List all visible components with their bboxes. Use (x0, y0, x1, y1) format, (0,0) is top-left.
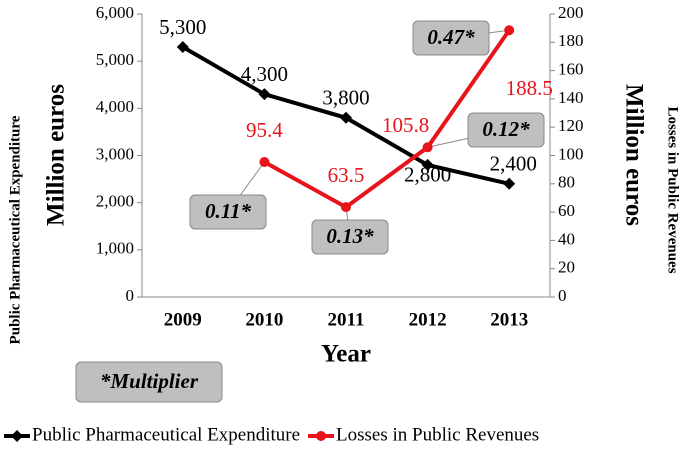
y2-tick-label: 180 (558, 31, 584, 50)
point (503, 177, 516, 190)
point (340, 111, 352, 124)
point (504, 25, 515, 36)
data-label: 63.5 (328, 163, 365, 187)
data-label: 105.8 (382, 113, 429, 137)
legend-label: Public Pharmaceutical Expenditure (32, 424, 300, 445)
series-line (263, 29, 511, 210)
point (422, 142, 433, 153)
y2-tick-label: 0 (558, 286, 567, 305)
data-label: 2,400 (490, 152, 537, 176)
y2-tick-label: 40 (558, 229, 575, 248)
y-axis-outer-label: Public Pharmaceutical Expenditure (7, 115, 23, 344)
data-label: 5,300 (159, 15, 206, 39)
y2-tick-label: 20 (558, 258, 575, 277)
point (258, 88, 271, 101)
annotation-box (189, 194, 267, 230)
x-tick-label: 2013 (490, 309, 528, 330)
point (421, 158, 434, 171)
y-tick-label: 3,000 (96, 144, 134, 163)
annotation-box (311, 219, 389, 255)
note-box (75, 361, 223, 403)
y2-tick-label: 160 (558, 60, 584, 79)
note: *Multiplier (100, 369, 199, 393)
y-tick-label: 6,000 (96, 3, 134, 22)
legend-label: Losses in Public Revenues (336, 424, 539, 445)
annotation: 0.11* (205, 199, 252, 223)
x-tick-label: 2009 (164, 309, 202, 330)
y2-tick-label: 120 (558, 116, 584, 135)
annotation: 0.47* (427, 25, 475, 49)
annotation: 0.13* (326, 224, 374, 248)
data-label: 188.5 (506, 76, 553, 100)
point (341, 202, 351, 213)
y2-tick-label: 140 (558, 88, 584, 107)
data-label: 3,800 (322, 86, 369, 110)
y-tick-label: 2,000 (96, 192, 134, 211)
y2-tick-label: 60 (558, 201, 575, 220)
annotation: 0.12* (482, 117, 530, 141)
y-tick-label: 4,000 (96, 97, 134, 116)
y2-axis-outer-label: Losses in Public Revenues (665, 106, 681, 273)
y-tick-label: 5,000 (96, 50, 134, 69)
point (259, 157, 270, 168)
legend-marker (11, 430, 23, 442)
point (176, 41, 189, 54)
x-tick-label: 2011 (328, 309, 365, 330)
x-tick-label: 2012 (409, 309, 447, 330)
data-label: 2,800 (404, 163, 451, 187)
annotation-box (412, 20, 490, 56)
legend-marker (316, 431, 327, 441)
x-axis-label: Year (321, 341, 371, 368)
annotation-box (467, 112, 545, 148)
y2-tick-label: 80 (558, 173, 575, 192)
y-tick-label: 1,000 (96, 239, 134, 258)
y-axis-label: Million euros (43, 84, 70, 226)
x-tick-label: 2010 (245, 309, 283, 330)
y2-tick-label: 100 (558, 144, 584, 163)
data-label: 95.4 (246, 118, 283, 142)
y-tick-label: 0 (126, 286, 135, 305)
y2-axis-label: Million euros (620, 84, 647, 226)
data-label: 4,300 (241, 62, 288, 86)
y2-tick-label: 200 (558, 3, 584, 22)
